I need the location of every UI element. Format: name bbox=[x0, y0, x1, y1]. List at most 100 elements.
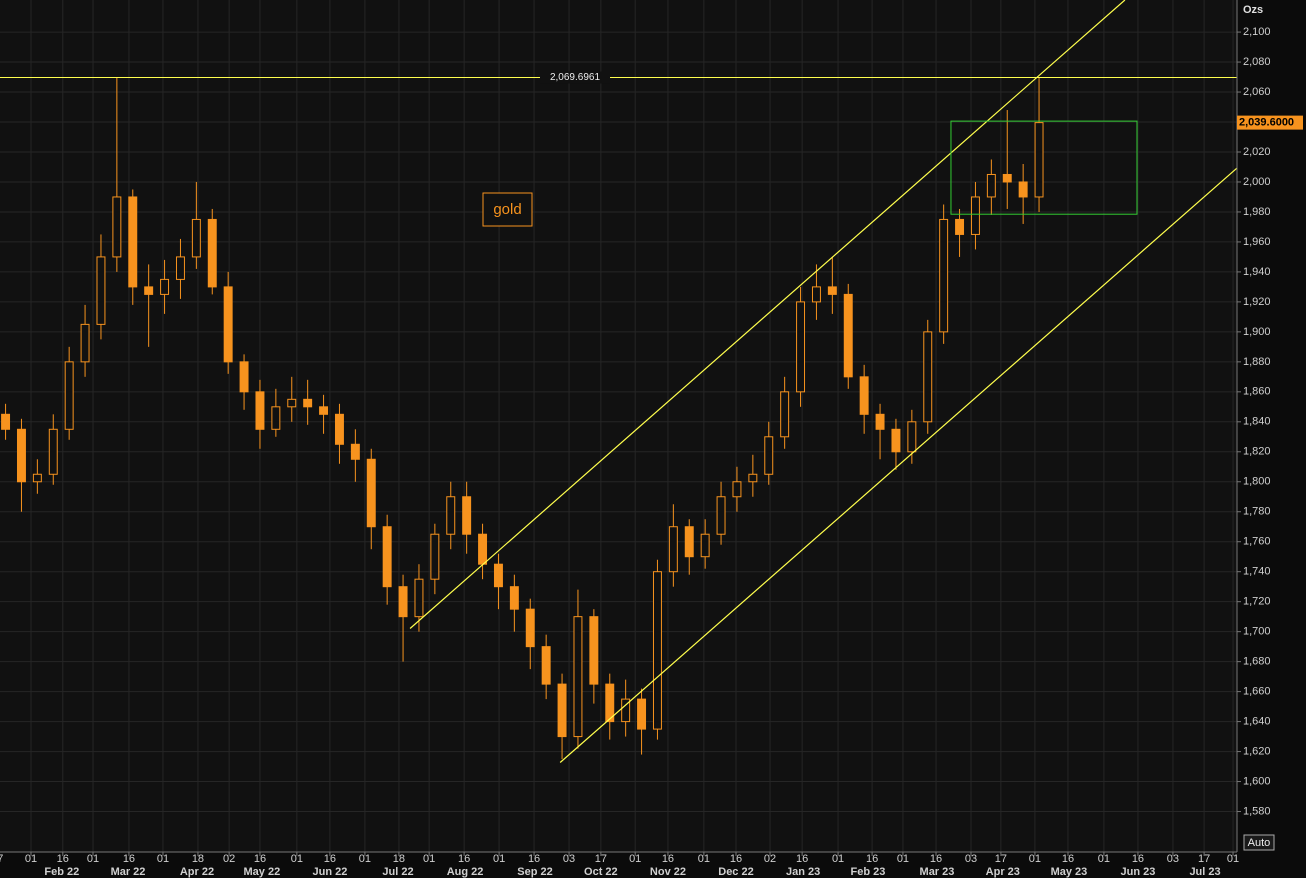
candle-body bbox=[811, 286, 821, 303]
month-label: Nov 22 bbox=[650, 866, 686, 878]
y-tick-label: 1,580 bbox=[1243, 805, 1271, 817]
candle-body bbox=[589, 616, 599, 685]
candle-body bbox=[239, 361, 249, 393]
x-tick-label: 01 bbox=[1029, 853, 1041, 865]
candle-body bbox=[80, 323, 90, 363]
candle-body bbox=[668, 526, 678, 573]
x-tick-label: 01 bbox=[157, 853, 169, 865]
candle-body bbox=[637, 698, 647, 730]
y-tick-label: 1,760 bbox=[1243, 536, 1271, 548]
y-tick-label: 2,100 bbox=[1243, 26, 1271, 38]
candle-body bbox=[191, 218, 201, 258]
reference-label-bg bbox=[540, 71, 610, 84]
candle-body bbox=[223, 286, 233, 363]
candle-body bbox=[32, 473, 42, 483]
candle-body bbox=[48, 428, 58, 475]
candle-body bbox=[319, 406, 329, 415]
candle-body bbox=[1, 413, 11, 430]
x-tick-label: 16 bbox=[930, 853, 942, 865]
y-tick-label: 2,000 bbox=[1243, 176, 1271, 188]
y-tick-label: 1,880 bbox=[1243, 356, 1271, 368]
annotations: 2,069.6961 bbox=[0, 0, 1238, 763]
plot-area bbox=[0, 0, 1237, 852]
x-tick-label: 01 bbox=[1098, 853, 1110, 865]
month-label: Mar 23 bbox=[920, 866, 955, 878]
x-tick-label: 17 bbox=[995, 853, 1007, 865]
candle-body bbox=[175, 256, 185, 280]
x-tick-label: 18 bbox=[192, 853, 204, 865]
y-tick-label: 1,920 bbox=[1243, 296, 1271, 308]
candle-body bbox=[1034, 122, 1044, 198]
x-tick-label: 16 bbox=[123, 853, 135, 865]
candle-body bbox=[144, 286, 154, 295]
auto-button-label[interactable]: Auto bbox=[1248, 837, 1271, 849]
candle-body bbox=[398, 586, 408, 618]
x-tick-label: 03 bbox=[1167, 853, 1179, 865]
x-tick-label: 17 bbox=[0, 853, 3, 865]
y-tick-label: 1,600 bbox=[1243, 775, 1271, 787]
unit-label: Ozs bbox=[1243, 4, 1263, 16]
month-label: Oct 22 bbox=[584, 866, 618, 878]
candle-body bbox=[430, 533, 440, 580]
candle-body bbox=[605, 683, 615, 723]
candle-body bbox=[796, 301, 806, 393]
candle-body bbox=[557, 683, 567, 738]
auto-button-frame[interactable] bbox=[1243, 834, 1275, 851]
candle-body bbox=[955, 218, 965, 235]
x-tick-label: 16 bbox=[1062, 853, 1074, 865]
month-label: Mar 22 bbox=[111, 866, 146, 878]
candle-body bbox=[509, 586, 519, 610]
x-tick-label: 01 bbox=[87, 853, 99, 865]
candle-body bbox=[652, 571, 662, 730]
y-tick-label: 2,020 bbox=[1243, 146, 1271, 158]
x-tick-label: 01 bbox=[897, 853, 909, 865]
month-label: Apr 23 bbox=[986, 866, 1020, 878]
axes: 1,580 1,600 1,620 1,640 1,660 1,680 1,700 1,720… bbox=[0, 26, 1303, 878]
candle-body bbox=[541, 646, 551, 685]
trend-line bbox=[559, 167, 1238, 763]
candle-body bbox=[716, 496, 726, 535]
candle-body bbox=[493, 563, 503, 588]
x-tick-label: 01 bbox=[629, 853, 641, 865]
candle-body bbox=[573, 616, 583, 738]
x-tick-label: 01 bbox=[359, 853, 371, 865]
x-tick-label: 18 bbox=[393, 853, 405, 865]
y-tick-label: 1,860 bbox=[1243, 386, 1271, 398]
month-label: Aug 22 bbox=[447, 866, 484, 878]
candle-body bbox=[96, 256, 106, 325]
x-tick-label: 16 bbox=[662, 853, 674, 865]
candle-body bbox=[112, 196, 122, 258]
x-tick-label: 17 bbox=[595, 853, 607, 865]
y-tick-label: 1,820 bbox=[1243, 446, 1271, 458]
month-label: Apr 22 bbox=[180, 866, 214, 878]
x-tick-label: 17 bbox=[1198, 853, 1210, 865]
legend-box bbox=[482, 192, 533, 227]
candle-body bbox=[16, 428, 26, 483]
last-price-label: 2,039.6000 bbox=[1239, 117, 1294, 129]
range-box bbox=[950, 120, 1138, 215]
candle-body bbox=[684, 526, 694, 558]
candle-body bbox=[764, 436, 774, 475]
month-label: Dec 22 bbox=[718, 866, 753, 878]
legend-entry: gold bbox=[493, 201, 521, 218]
candle-body bbox=[1018, 181, 1028, 198]
candle-body bbox=[64, 361, 74, 430]
y-tick-label: 2,060 bbox=[1243, 86, 1271, 98]
candle-body bbox=[382, 526, 392, 588]
x-tick-label: 16 bbox=[730, 853, 742, 865]
marks bbox=[1, 77, 1044, 760]
y-tick-label: 1,800 bbox=[1243, 476, 1271, 488]
x-tick-label: 01 bbox=[832, 853, 844, 865]
month-label: Feb 22 bbox=[44, 866, 79, 878]
x-tick-label: 16 bbox=[866, 853, 878, 865]
month-label: Sep 22 bbox=[517, 866, 552, 878]
x-tick-label: 02 bbox=[764, 853, 776, 865]
candle-body bbox=[128, 196, 138, 288]
candle-body bbox=[907, 421, 917, 453]
auto-button[interactable]: Auto bbox=[1243, 834, 1275, 851]
candle-body bbox=[732, 481, 742, 498]
y-tick-label: 1,640 bbox=[1243, 715, 1271, 727]
candle-body bbox=[255, 391, 265, 430]
candle-body bbox=[334, 413, 344, 445]
